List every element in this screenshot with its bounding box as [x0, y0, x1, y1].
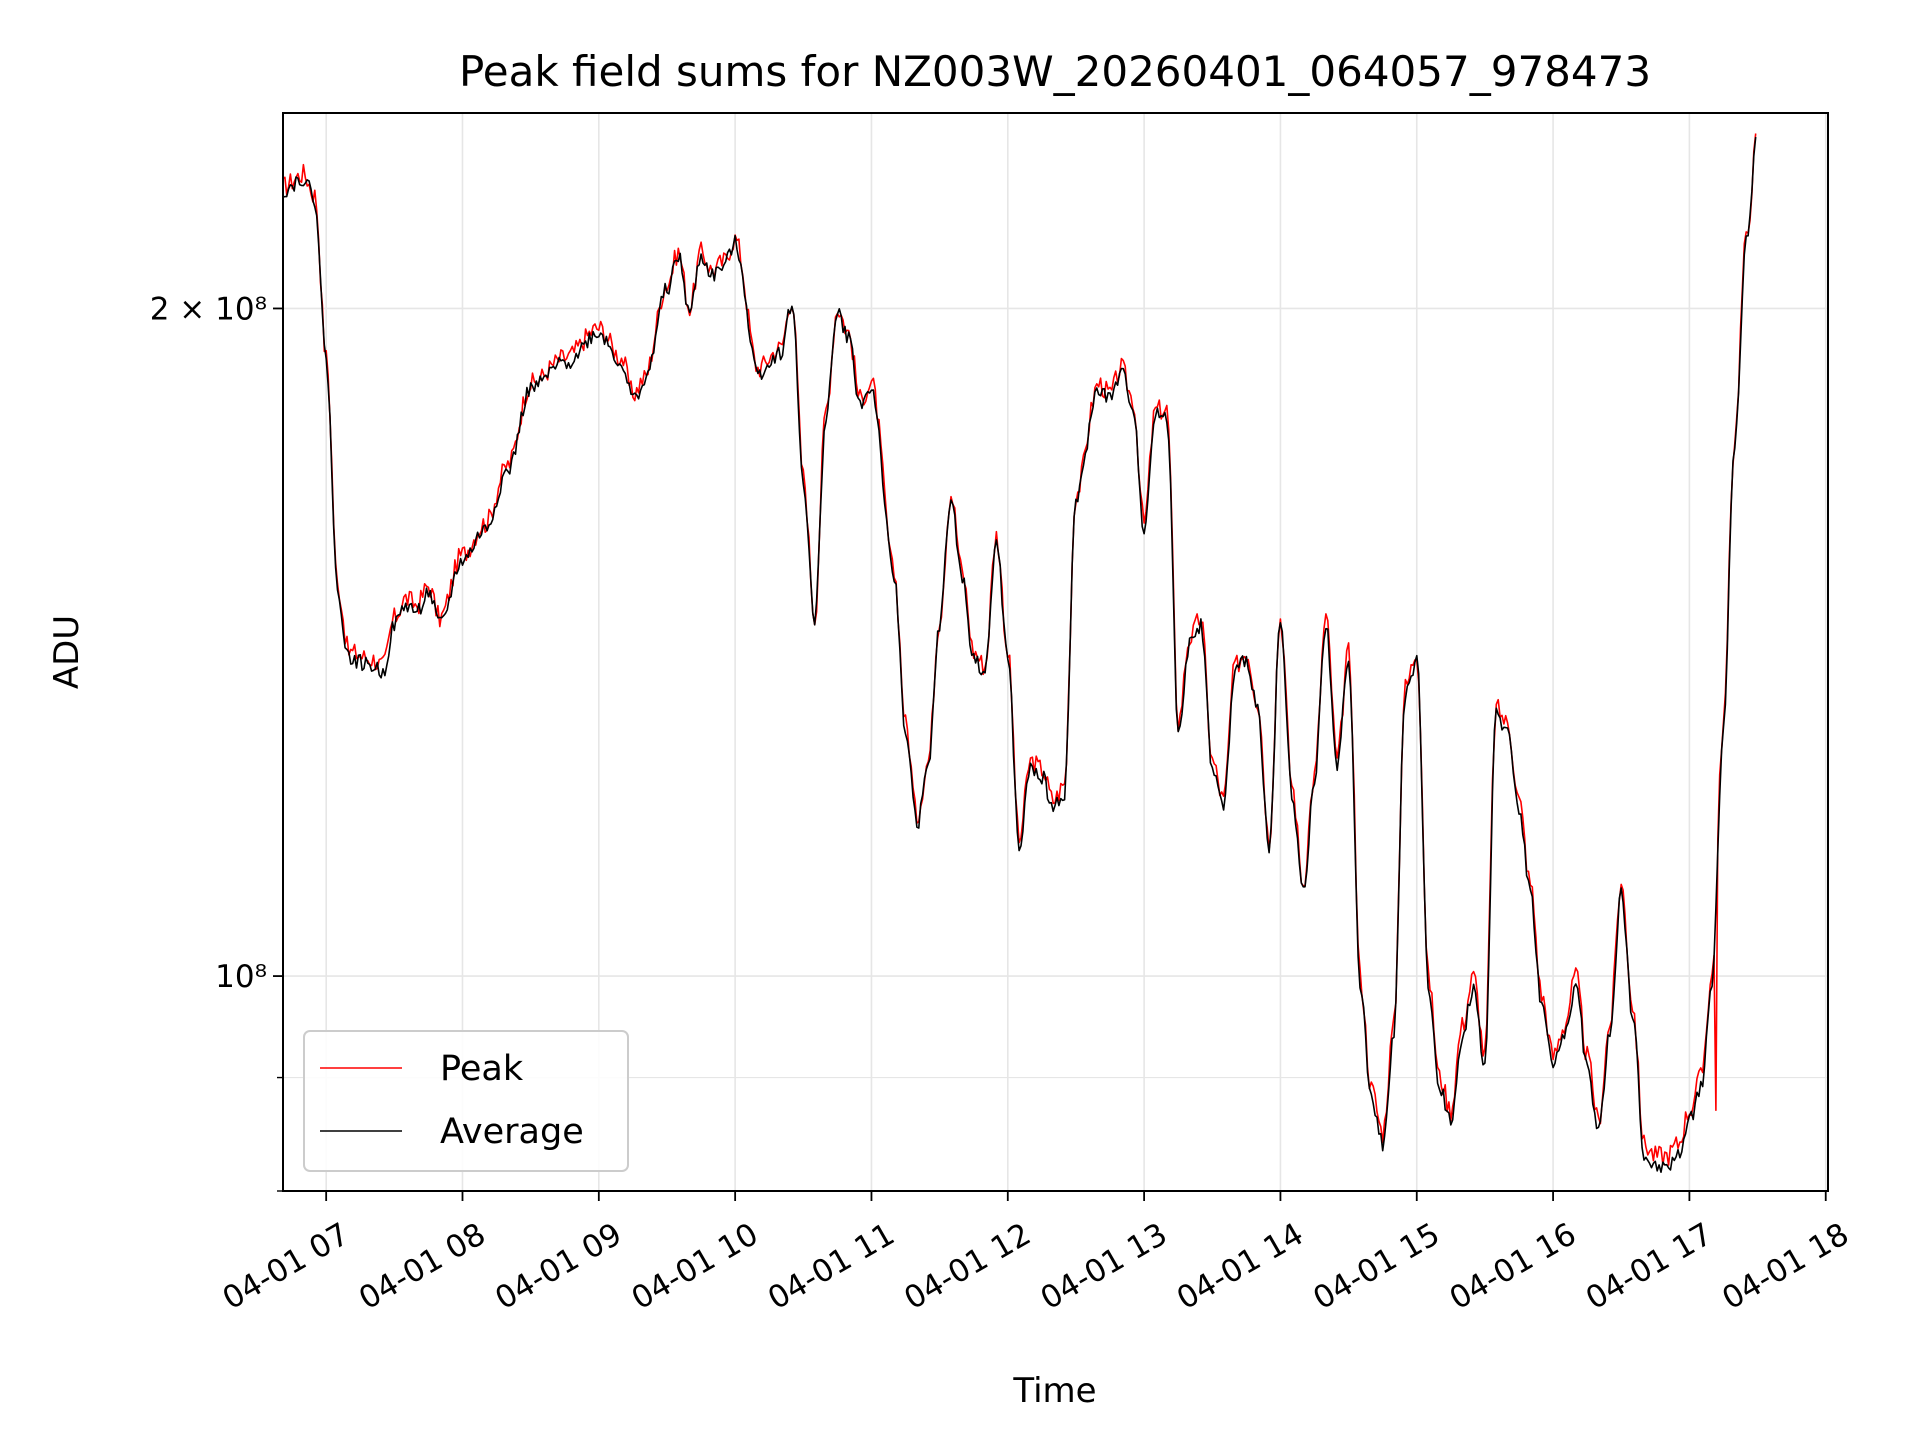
- x-tick-label: 04-01 13: [1035, 1216, 1174, 1317]
- x-tick-label: 04-01 16: [1444, 1216, 1583, 1317]
- x-tick-label: 04-01 15: [1307, 1216, 1446, 1317]
- legend-box: [303, 1030, 629, 1172]
- series-line-average: [282, 137, 1757, 1173]
- y-axis-label: ADU: [47, 615, 87, 689]
- series-layer: [282, 133, 1757, 1173]
- legend-peak-label: Peak: [440, 1049, 524, 1089]
- x-tick-label: 04-01 17: [1580, 1216, 1719, 1317]
- x-tick-label: 04-01 09: [489, 1216, 628, 1317]
- plot-frame: [282, 112, 1829, 1192]
- series-line-peak: [282, 133, 1757, 1166]
- x-tick-label: 04-01 08: [353, 1216, 492, 1317]
- chart-title: Peak field sums for NZ003W_20260401_0640…: [459, 47, 1651, 96]
- y-tick-label: 10⁸: [215, 959, 267, 995]
- legend-average-label: Average: [440, 1112, 584, 1152]
- x-tick-label: 04-01 10: [626, 1216, 765, 1317]
- x-tick-label: 04-01 07: [217, 1216, 356, 1317]
- legend: Peak Average: [303, 1030, 629, 1172]
- x-axis-label: Time: [1012, 1371, 1096, 1411]
- x-tick-label: 04-01 12: [898, 1216, 1037, 1317]
- x-tick-label: 04-01 18: [1716, 1216, 1855, 1317]
- x-tick-label: 04-01 11: [762, 1216, 901, 1317]
- y-tick-label: 2 × 10⁸: [150, 291, 267, 327]
- x-tick-label: 04-01 14: [1171, 1216, 1310, 1317]
- grid-layer: [283, 113, 1828, 1192]
